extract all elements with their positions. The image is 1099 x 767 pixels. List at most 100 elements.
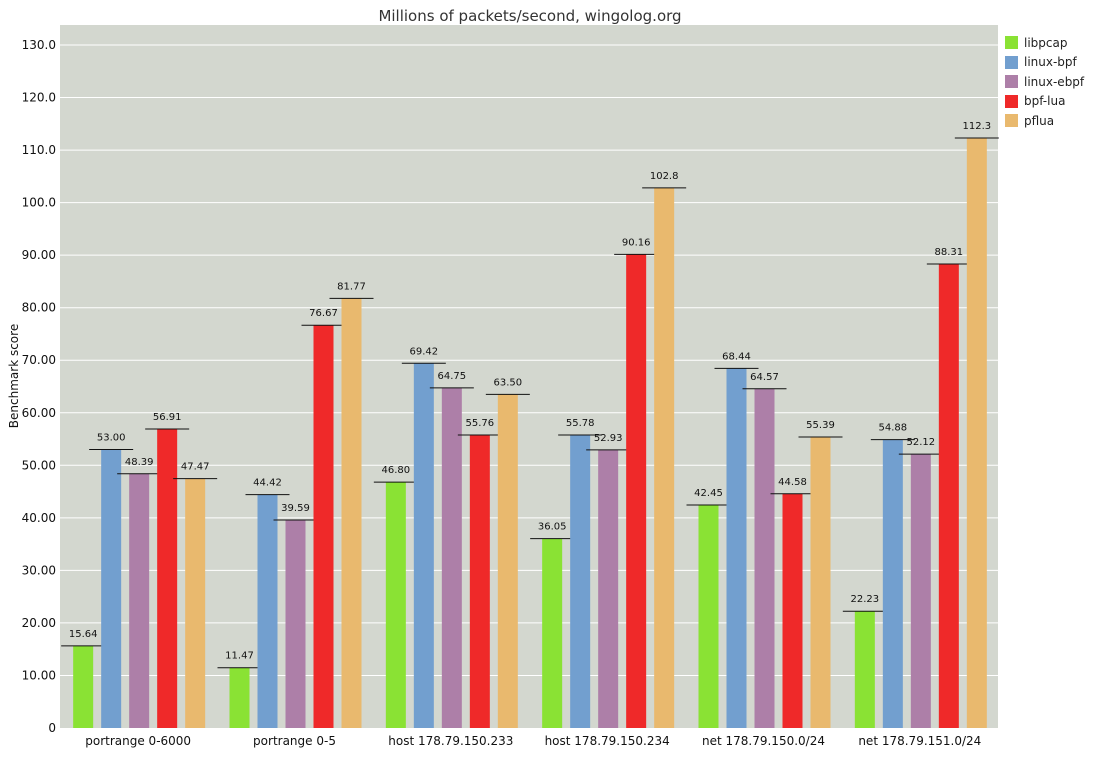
bar-linux-ebpf bbox=[129, 473, 150, 728]
bar-linux-ebpf bbox=[285, 520, 306, 728]
legend-swatch bbox=[1005, 94, 1018, 108]
legend-item-libpcap: libpcap bbox=[1005, 33, 1084, 53]
bar-bpf-lua bbox=[157, 429, 178, 728]
data-label: 52.12 bbox=[907, 437, 936, 448]
bar-linux-bpf bbox=[726, 368, 747, 728]
legend-item-pflua: pflua bbox=[1005, 111, 1084, 131]
data-label: 39.59 bbox=[281, 503, 310, 514]
data-label: 48.39 bbox=[125, 457, 154, 468]
plot-area bbox=[60, 25, 998, 728]
data-label: 46.80 bbox=[382, 465, 411, 476]
chart-title: Millions of packets/second, wingolog.org bbox=[378, 7, 681, 25]
data-label: 88.31 bbox=[935, 247, 964, 258]
y-tick-label: 130.0 bbox=[22, 38, 56, 52]
data-label: 63.50 bbox=[494, 377, 523, 388]
data-label: 90.16 bbox=[622, 237, 651, 248]
legend-item-linux-ebpf: linux-ebpf bbox=[1005, 72, 1084, 92]
y-tick-label: 10.00 bbox=[22, 668, 56, 682]
legend-label: linux-ebpf bbox=[1024, 74, 1085, 89]
bar-libpcap bbox=[229, 667, 250, 728]
bar-bpf-lua bbox=[469, 435, 490, 728]
data-label: 52.93 bbox=[594, 433, 623, 444]
data-label: 36.05 bbox=[538, 522, 567, 533]
y-tick-label: 110.0 bbox=[22, 143, 56, 157]
y-tick-label: 60.00 bbox=[22, 406, 56, 420]
x-category-label: net 178.79.150.0/24 bbox=[702, 734, 825, 748]
bar-linux-bpf bbox=[101, 449, 122, 728]
data-label: 54.88 bbox=[879, 423, 908, 434]
y-tick-label: 50.00 bbox=[22, 458, 56, 472]
bar-linux-bpf bbox=[570, 434, 591, 728]
bar-linux-ebpf bbox=[754, 388, 775, 728]
data-label: 68.44 bbox=[722, 351, 751, 362]
bars: 15.64 53.00 48.39 56.91 47.47 11.47 44.42 39.59… bbox=[61, 121, 999, 729]
y-tick-label: 70.00 bbox=[22, 353, 56, 367]
y-tick-label: 0 bbox=[48, 721, 56, 735]
data-label: 15.64 bbox=[69, 629, 98, 640]
y-tick-label: 100.0 bbox=[22, 196, 56, 210]
data-label: 112.3 bbox=[963, 121, 992, 132]
x-category-label: host 178.79.150.233 bbox=[388, 734, 513, 748]
y-tick-label: 120.0 bbox=[22, 91, 56, 105]
data-label: 55.78 bbox=[566, 418, 595, 429]
bar-libpcap bbox=[698, 504, 719, 728]
bar-linux-ebpf bbox=[910, 454, 931, 728]
bar-linux-bpf bbox=[882, 439, 903, 728]
y-tick-label: 80.00 bbox=[22, 301, 56, 315]
bar-pflua bbox=[497, 394, 518, 728]
bar-pflua bbox=[341, 298, 362, 728]
data-label: 47.47 bbox=[181, 462, 210, 473]
data-label: 22.23 bbox=[851, 594, 880, 605]
y-tick-label: 40.00 bbox=[22, 511, 56, 525]
data-label: 69.42 bbox=[410, 346, 439, 357]
legend-item-bpf-lua: bpf-lua bbox=[1005, 92, 1084, 112]
data-label: 42.45 bbox=[694, 488, 723, 499]
x-axis-categories: portrange 0-6000 portrange 0-5 host 178.79… bbox=[85, 734, 981, 748]
data-label: 11.47 bbox=[225, 651, 254, 662]
bar-bpf-lua bbox=[782, 493, 803, 728]
x-category-label: portrange 0-5 bbox=[253, 734, 336, 748]
data-label: 76.67 bbox=[309, 308, 338, 319]
bar-libpcap bbox=[854, 611, 875, 728]
bar-libpcap bbox=[542, 538, 563, 728]
x-category-label: host 178.79.150.234 bbox=[545, 734, 670, 748]
data-label: 44.58 bbox=[778, 477, 807, 488]
legend-swatch bbox=[1005, 114, 1018, 128]
bar-pflua bbox=[654, 187, 675, 729]
bar-bpf-lua bbox=[313, 325, 334, 728]
data-label: 64.57 bbox=[750, 372, 779, 383]
y-axis-ticks: 0 10.00 20.00 30.00 40.00 50.00 60.00 70.00 80.0… bbox=[22, 38, 56, 735]
bar-linux-ebpf bbox=[598, 449, 619, 728]
data-label: 44.42 bbox=[253, 478, 282, 489]
data-label: 55.39 bbox=[806, 420, 835, 431]
legend-swatch bbox=[1005, 36, 1018, 50]
y-tick-label: 90.00 bbox=[22, 248, 56, 262]
legend-label: linux-bpf bbox=[1024, 55, 1077, 70]
y-axis-label: Benchmark score bbox=[7, 324, 21, 428]
bar-linux-bpf bbox=[413, 363, 434, 728]
legend-label: bpf-lua bbox=[1024, 94, 1066, 109]
bar-pflua bbox=[810, 436, 831, 728]
bar-libpcap bbox=[385, 482, 406, 728]
y-tick-label: 30.00 bbox=[22, 563, 56, 577]
bar-bpf-lua bbox=[626, 254, 647, 728]
bar-pflua bbox=[185, 478, 206, 728]
bar-linux-bpf bbox=[257, 494, 278, 728]
data-label: 102.8 bbox=[650, 171, 679, 182]
legend-label: libpcap bbox=[1024, 35, 1068, 50]
data-label: 56.91 bbox=[153, 412, 182, 423]
legend: libpcap linux-bpf linux-ebpf bpf-lua pfl… bbox=[1005, 33, 1084, 131]
bar-bpf-lua bbox=[938, 264, 959, 728]
grid-lines bbox=[60, 44, 998, 676]
legend-item-linux-bpf: linux-bpf bbox=[1005, 53, 1084, 73]
bar-pflua bbox=[966, 137, 987, 729]
data-label: 81.77 bbox=[337, 281, 366, 292]
bar-linux-ebpf bbox=[441, 387, 462, 728]
bar-libpcap bbox=[73, 645, 94, 728]
legend-swatch bbox=[1005, 75, 1018, 89]
data-label: 64.75 bbox=[438, 371, 467, 382]
x-category-label: net 178.79.151.0/24 bbox=[858, 734, 981, 748]
y-tick-label: 20.00 bbox=[22, 616, 56, 630]
data-label: 53.00 bbox=[97, 433, 126, 444]
